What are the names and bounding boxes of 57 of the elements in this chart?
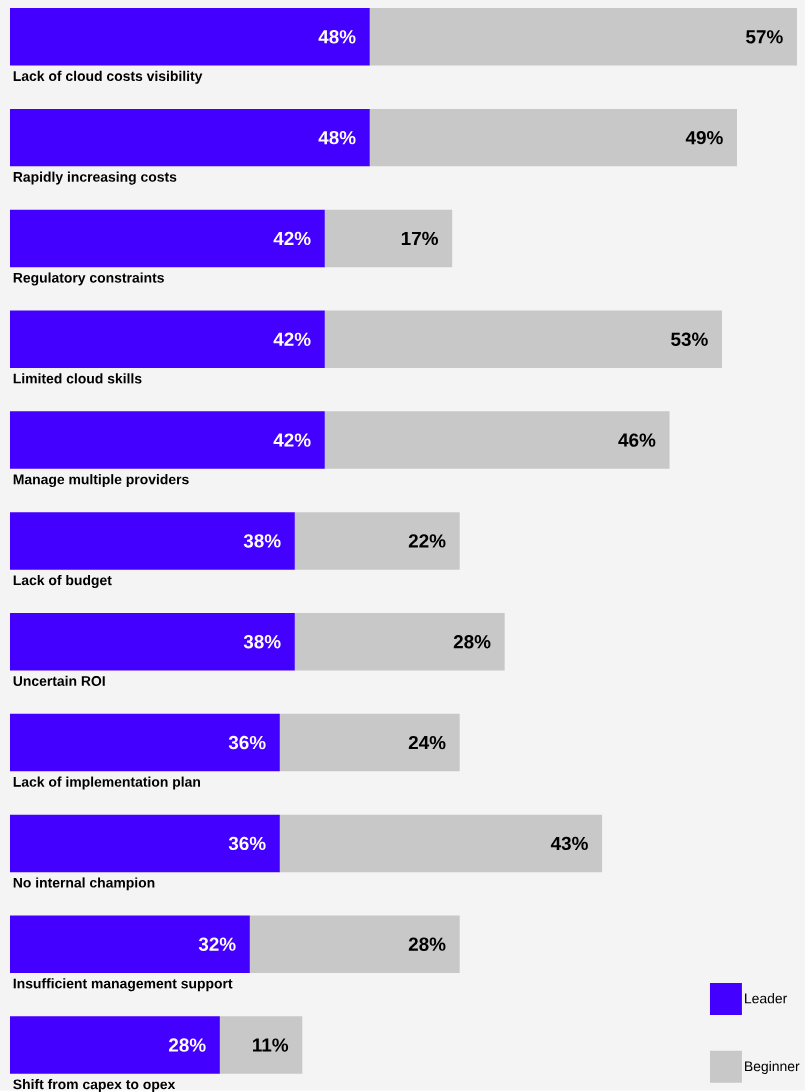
bar (324, 209, 453, 268)
bar (279, 814, 603, 873)
data-label: 57% (746, 30, 783, 44)
data-label: 46% (618, 433, 656, 447)
data-label: 28% (453, 635, 491, 649)
bar (294, 512, 460, 570)
data-label: 28% (169, 1038, 206, 1052)
data-label: 38% (243, 635, 281, 649)
data-label: 43% (550, 836, 588, 851)
bar (10, 512, 295, 570)
data-label: 36% (228, 735, 266, 750)
data-label: 22% (408, 534, 446, 548)
legend-label: Beginner (745, 1061, 800, 1074)
legend-label: Leader (745, 993, 788, 1004)
data-label: 42% (273, 231, 311, 246)
bar (10, 411, 325, 469)
y-tick-label: Manage multiple providers (13, 474, 189, 488)
bar (10, 713, 280, 772)
y-tick-label: Lack of cloud costs visibility (13, 70, 203, 84)
data-label: 11% (253, 1038, 289, 1052)
bar (10, 814, 280, 873)
data-label: 24% (408, 735, 446, 750)
bar (324, 310, 723, 369)
data-label: 32% (198, 937, 236, 951)
y-tick-label: Rapidly increasing costs (13, 171, 177, 185)
y-tick-label: Shift from capex to opex (13, 1079, 176, 1092)
y-tick-label: Lack of implementation plan (13, 776, 201, 790)
bar (219, 1016, 303, 1074)
bar (294, 613, 505, 671)
y-tick-label: No internal champion (13, 877, 155, 891)
bar (369, 8, 798, 66)
data-label: 48% (318, 130, 356, 145)
bar (10, 108, 370, 167)
data-label: 48% (318, 30, 356, 44)
data-label: 53% (671, 332, 708, 346)
y-tick-label: Lack of budget (13, 574, 112, 588)
bar (10, 8, 370, 66)
data-label: 49% (685, 130, 723, 145)
bar (10, 915, 250, 973)
data-label: 42% (273, 332, 311, 346)
data-label: 42% (273, 433, 311, 447)
bar (10, 613, 295, 671)
bar (10, 310, 325, 369)
bar (249, 915, 460, 973)
y-tick-label: Limited cloud skills (13, 373, 142, 384)
y-tick-label: Regulatory constraints (13, 272, 164, 286)
y-tick-label: Insufficient management support (13, 978, 233, 992)
y-tick-label: Uncertain ROI (13, 675, 105, 686)
data-label: 28% (408, 937, 446, 951)
bar (324, 411, 670, 469)
bar (10, 209, 325, 268)
data-label: 36% (228, 836, 266, 851)
bar (279, 713, 460, 772)
bar (10, 1016, 220, 1074)
bar (369, 108, 738, 167)
data-label: 17% (401, 231, 439, 246)
data-label: 38% (243, 534, 281, 548)
